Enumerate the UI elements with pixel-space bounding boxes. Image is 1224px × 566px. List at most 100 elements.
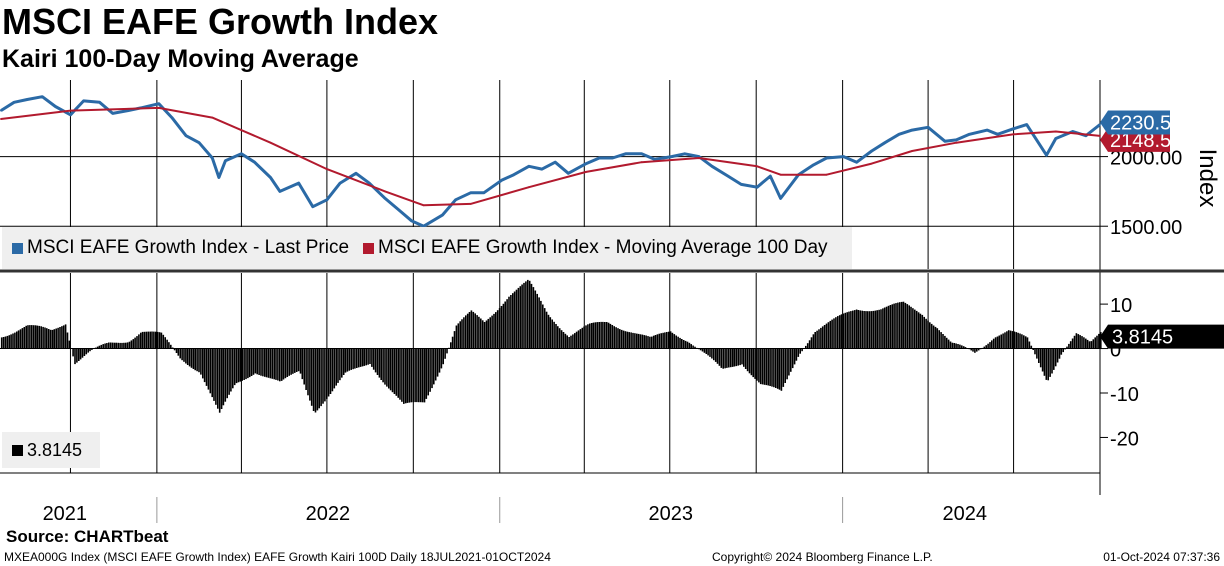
kairi-bar: [303, 348, 305, 385]
kairi-bar: [799, 348, 801, 354]
last-price-point: [482, 191, 485, 194]
kairi-bar: [987, 343, 989, 349]
kairi-bar: [622, 330, 625, 349]
kairi-bar: [346, 348, 349, 372]
kairi-bar: [827, 322, 830, 349]
kairi-bar: [910, 306, 912, 349]
kairi-bar: [269, 348, 272, 379]
kairi-bar: [395, 348, 398, 396]
kairi-bar: [899, 302, 901, 349]
kairi-bar: [74, 348, 76, 365]
last-price-point: [269, 176, 272, 179]
kairi-bar: [446, 348, 448, 354]
kairi-bar: [297, 348, 300, 372]
kairi-bar: [647, 336, 649, 349]
kairi-bar: [374, 348, 377, 373]
kairi-bar: [408, 348, 411, 403]
kairi-bar: [992, 338, 995, 349]
kairi-bar: [252, 348, 255, 375]
moving-average-point: [911, 150, 913, 152]
kairi-bar: [628, 332, 630, 349]
kairi-bar: [617, 328, 619, 349]
kairi-bar: [203, 348, 206, 383]
kairi-bar: [455, 325, 458, 349]
kairi-bar: [188, 348, 191, 367]
kairi-bar: [782, 348, 785, 387]
kairi-bar: [602, 321, 604, 349]
kairi-bar: [713, 348, 715, 361]
kairi-bar: [91, 348, 93, 350]
kairi-bar: [179, 348, 181, 359]
kairi-bar: [260, 348, 262, 376]
kairi-bar: [900, 301, 903, 349]
kairi-bar: [786, 348, 788, 380]
kairi-bar: [32, 325, 35, 349]
kairi-bar: [352, 348, 354, 370]
y-tick-label-bottom: 10: [1110, 295, 1132, 317]
kairi-bar: [649, 336, 651, 349]
kairi-bar: [842, 313, 845, 349]
last-price-point: [157, 102, 160, 105]
kairi-bar: [356, 348, 358, 368]
kairi-bar: [808, 340, 811, 349]
last-price-point: [1099, 123, 1101, 126]
kairi-bar: [934, 326, 937, 349]
kairi-bar: [553, 321, 555, 349]
kairi-bar: [23, 327, 26, 349]
kairi-bar: [168, 342, 170, 349]
moving-average-point: [640, 161, 643, 164]
kairi-bar: [215, 348, 217, 405]
moving-average-point: [422, 204, 425, 207]
kairi-bar: [132, 339, 135, 349]
last-price-point: [368, 182, 371, 185]
kairi-bar: [703, 348, 706, 353]
kairi-bar: [609, 323, 612, 349]
kairi-bar: [1056, 348, 1059, 363]
last-price-point: [541, 168, 543, 171]
kairi-bar: [878, 309, 880, 349]
kairi-bar: [427, 348, 429, 396]
kairi-bar: [434, 348, 437, 381]
kairi-bar: [205, 348, 208, 386]
kairi-bar: [594, 322, 597, 349]
last-price-point: [711, 165, 713, 168]
last-price-point: [911, 129, 913, 132]
kairi-bar: [380, 348, 382, 380]
kairi-bar: [957, 344, 959, 349]
kairi-bar: [938, 330, 940, 349]
kairi-bar: [983, 346, 986, 349]
kairi-bar: [1007, 330, 1010, 349]
kairi-bar: [359, 348, 362, 367]
legend-label-last-price: MSCI EAFE Growth Index - Last Price: [27, 237, 350, 258]
kairi-bar: [891, 304, 894, 349]
kairi-bar: [418, 348, 420, 403]
kairi-bar: [109, 342, 112, 349]
kairi-bar: [371, 348, 373, 367]
kairi-bar: [185, 348, 187, 364]
kairi-bar: [656, 334, 659, 349]
kairi-bar: [850, 311, 852, 349]
kairi-bar: [72, 348, 74, 357]
kairi-bar: [444, 348, 446, 359]
last-price-point: [185, 134, 187, 137]
kairi-bar: [158, 332, 161, 349]
last-price-point: [253, 161, 256, 164]
kairi-bar: [386, 348, 388, 387]
last-price-point: [812, 164, 815, 166]
kairi-bar: [1017, 332, 1019, 349]
kairi-bar: [592, 322, 595, 349]
last-price-point: [69, 113, 72, 116]
legend-item-last-price[interactable]: MSCI EAFE Growth Index - Last Price: [12, 237, 349, 259]
kairi-bar: [410, 348, 413, 403]
kairi-bar: [996, 336, 999, 349]
legend-item-moving-average[interactable]: MSCI EAFE Growth Index - Moving Average …: [363, 237, 828, 259]
kairi-bar: [384, 348, 386, 385]
kairi-bar: [173, 348, 176, 351]
kairi-bar: [527, 279, 529, 349]
kairi-bar: [660, 333, 662, 349]
last-price-point: [870, 150, 873, 152]
kairi-legend[interactable]: 3.8145: [2, 432, 100, 468]
kairi-bar: [589, 323, 591, 349]
kairi-bar: [495, 312, 497, 349]
